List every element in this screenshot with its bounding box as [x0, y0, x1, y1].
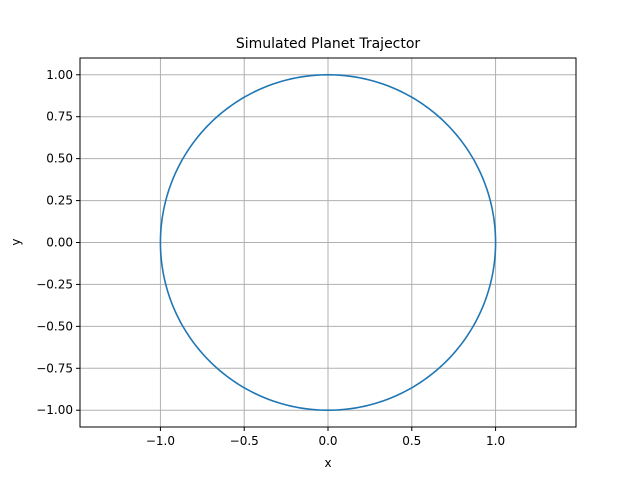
y-tick-label: 0.75	[46, 110, 73, 124]
trajectory-line	[159, 73, 497, 412]
y-tick-label: −0.50	[36, 319, 73, 333]
y-tick-label: −1.00	[36, 403, 73, 417]
ticks: −1.0 −0.5 0.0 0.5 1.0 −1.00 −0.75 −0.50 −0.25 0.0…	[36, 68, 505, 448]
x-tick-label: 0.5	[402, 434, 421, 448]
chart-title: Simulated Planet Trajector	[236, 36, 421, 52]
y-axis-label: y	[9, 238, 23, 245]
y-tick-label: 1.00	[46, 68, 73, 82]
y-tick-label: 0.25	[46, 194, 73, 208]
x-axis-label: x	[324, 456, 331, 470]
x-tick-label: 0.0	[318, 434, 337, 448]
x-tick-label: −1.0	[146, 434, 175, 448]
x-tick-label: 1.0	[486, 434, 505, 448]
y-tick-label: 0.00	[46, 236, 73, 250]
y-tick-label: −0.75	[36, 361, 73, 375]
y-tick-label: −0.25	[36, 277, 73, 291]
series-layer	[159, 73, 497, 412]
x-tick-label: −0.5	[230, 434, 259, 448]
y-tick-label: 0.50	[46, 152, 73, 166]
